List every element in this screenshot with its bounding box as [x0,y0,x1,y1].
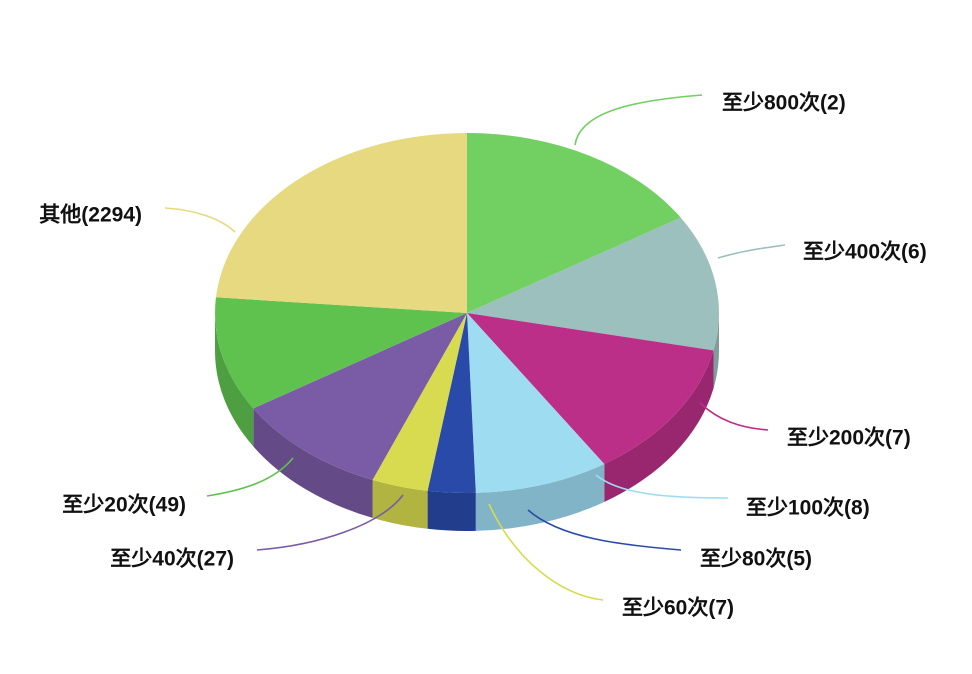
pie-slice-7[interactable] [215,297,467,409]
leader-line-5 [488,503,604,601]
leader-line-1 [717,244,786,259]
leader-line-2 [699,402,769,431]
leader-line-0 [574,94,703,146]
leader-line-6 [256,494,404,551]
leader-line-8 [164,207,236,233]
pie-top [215,133,719,494]
slice-label-1: 至少400次(6) [803,240,927,264]
slice-label-7: 至少20次(49) [62,493,186,517]
pie-slice-4[interactable] [427,313,476,494]
slice-label-3: 至少100次(8) [746,496,870,520]
slice-label-8: 其他(2294) [39,203,142,227]
pie-side-1 [713,313,719,389]
pie-side-4 [427,490,476,531]
pie-slice-0[interactable] [467,133,681,313]
pie-slice-3[interactable] [467,313,605,493]
pie-slice-6[interactable] [253,313,467,480]
slice-label-5: 至少60次(7) [622,596,734,620]
pie-side-3 [475,463,605,531]
leader-line-3 [595,474,729,499]
slice-label-0: 至少800次(2) [722,91,846,115]
slice-label-2: 至少200次(7) [787,426,911,450]
leader-line-7 [206,457,294,497]
pie-side-2 [604,350,714,502]
leader-line-4 [527,509,682,551]
pie-slice-5[interactable] [372,313,467,491]
slice-labels: 至少800次(2) 至少400次(6) 至少200次(7) 至少100次(8) 至少80… [39,91,926,620]
pie-slice-2[interactable] [467,313,714,464]
pie-side-6 [253,408,373,518]
pie-slice-8[interactable] [215,133,467,313]
leader-lines [164,94,786,601]
pie-slice-1[interactable] [467,217,719,351]
pie-sides [215,313,719,531]
pie-side-7 [215,313,254,447]
slice-label-6: 至少40次(27) [110,547,234,571]
pie-side-5 [372,479,428,529]
slice-label-4: 至少80次(5) [700,547,812,571]
